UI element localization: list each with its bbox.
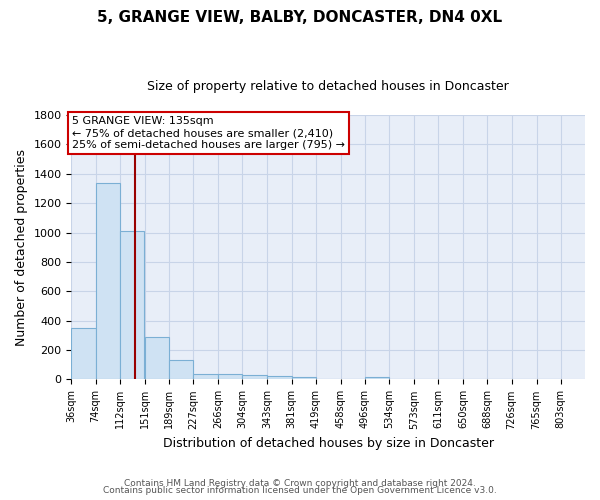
Text: 5, GRANGE VIEW, BALBY, DONCASTER, DN4 0XL: 5, GRANGE VIEW, BALBY, DONCASTER, DN4 0X… xyxy=(97,10,503,25)
Bar xyxy=(120,231,144,380)
X-axis label: Distribution of detached houses by size in Doncaster: Distribution of detached houses by size … xyxy=(163,437,494,450)
Bar xyxy=(71,328,95,380)
Bar xyxy=(145,337,169,380)
Title: Size of property relative to detached houses in Doncaster: Size of property relative to detached ho… xyxy=(148,80,509,93)
Bar xyxy=(242,375,266,380)
Bar xyxy=(292,376,316,380)
Text: Contains HM Land Registry data © Crown copyright and database right 2024.: Contains HM Land Registry data © Crown c… xyxy=(124,478,476,488)
Bar xyxy=(169,360,193,380)
Bar xyxy=(95,182,120,380)
Bar xyxy=(218,374,242,380)
Bar xyxy=(365,376,389,380)
Y-axis label: Number of detached properties: Number of detached properties xyxy=(15,148,28,346)
Text: 5 GRANGE VIEW: 135sqm
← 75% of detached houses are smaller (2,410)
25% of semi-d: 5 GRANGE VIEW: 135sqm ← 75% of detached … xyxy=(72,116,345,150)
Bar xyxy=(267,376,292,380)
Text: Contains public sector information licensed under the Open Government Licence v3: Contains public sector information licen… xyxy=(103,486,497,495)
Bar xyxy=(193,374,218,380)
